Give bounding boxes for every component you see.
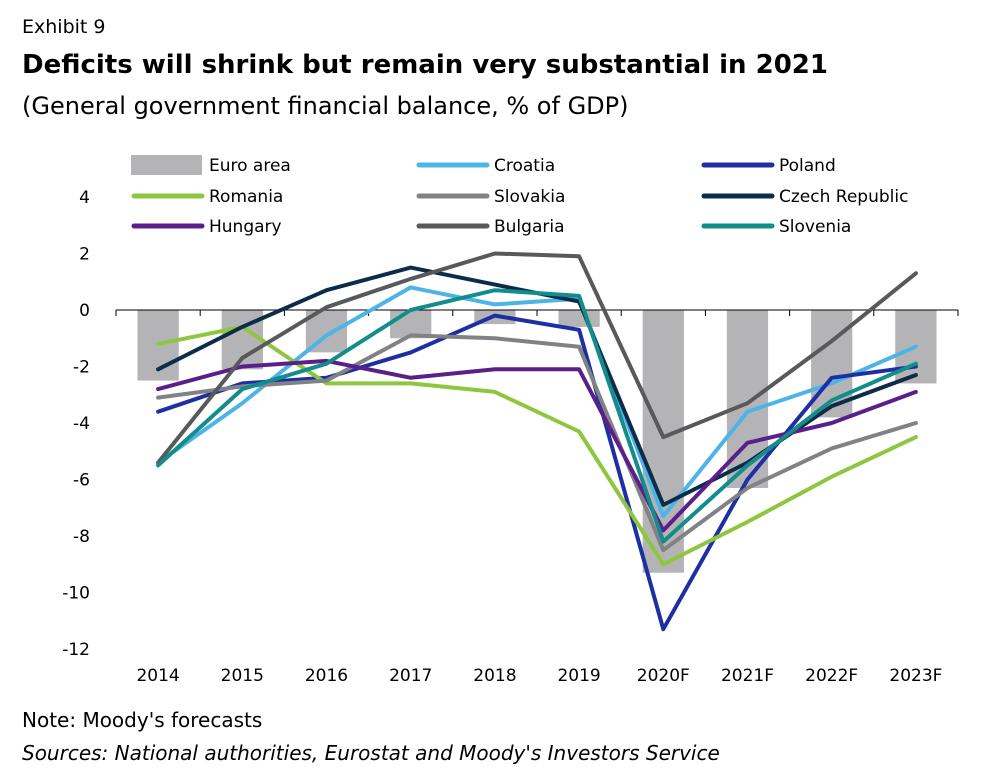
- legend-label: Poland: [779, 156, 836, 176]
- y-tick-label: -8: [73, 527, 90, 547]
- chart-area: Euro area Croatia Poland Romania Slovakia Cze…: [62, 155, 959, 686]
- note-text: Note: Moody's forecasts: [22, 708, 263, 732]
- x-tick-label: 2014: [136, 666, 179, 686]
- legend-item-czech-republic: Czech Republic: [701, 187, 908, 207]
- line-romania: [156, 324, 918, 567]
- legend-item-euro-area: Euro area: [131, 155, 291, 176]
- legend-label: Bulgaria: [494, 217, 565, 237]
- legend-label: Slovakia: [494, 187, 565, 207]
- y-tick-label: -10: [62, 584, 90, 604]
- y-tick-label: -4: [73, 414, 90, 434]
- legend-label: Euro area: [209, 156, 291, 176]
- legend-label: Romania: [209, 187, 283, 207]
- legend-item-slovakia: Slovakia: [416, 187, 565, 207]
- y-tick-label: -12: [62, 640, 90, 660]
- legend-label: Hungary: [209, 217, 282, 237]
- exhibit-label: Exhibit 9: [22, 16, 106, 38]
- legend-label: Slovenia: [779, 217, 851, 237]
- y-tick-label: -6: [73, 471, 90, 491]
- line-poland: [156, 313, 918, 632]
- x-tick-label: 2016: [305, 666, 348, 686]
- line-slovenia: [156, 288, 918, 544]
- legend-label: Czech Republic: [779, 187, 908, 207]
- chart-subtitle: (General government financial balance, %…: [22, 92, 629, 120]
- y-tick-label: 4: [79, 188, 90, 208]
- legend-item-slovenia: Slovenia: [701, 217, 851, 237]
- zero-axis: [115, 309, 959, 316]
- line-series-group: [156, 251, 918, 632]
- x-tick-label: 2020F: [637, 666, 690, 686]
- legend-item-croatia: Croatia: [416, 156, 555, 176]
- legend-item-hungary: Hungary: [131, 217, 282, 237]
- y-tick-label: 0: [79, 301, 90, 321]
- sources-text: Sources: National authorities, Eurostat …: [22, 741, 720, 765]
- legend-item-bulgaria: Bulgaria: [416, 217, 565, 237]
- x-tick-label: 2017: [389, 666, 432, 686]
- legend-swatch: [131, 155, 202, 175]
- y-tick-label: 2: [79, 245, 90, 265]
- x-axis: 2014 2015 2016 2017 2018 2019 2020F 2021F 2022F 2…: [136, 666, 942, 686]
- x-tick-label: 2018: [473, 666, 516, 686]
- bar-euro-area-2020f: [642, 310, 684, 573]
- line-croatia: [156, 285, 918, 519]
- legend-item-romania: Romania: [131, 187, 283, 207]
- bar-euro-area-2019: [558, 310, 600, 327]
- legend-label: Croatia: [494, 156, 555, 176]
- legend-item-poland: Poland: [701, 156, 836, 176]
- line-slovakia: [156, 333, 918, 553]
- x-tick-label: 2022F: [805, 666, 858, 686]
- y-tick-label: -2: [73, 358, 90, 378]
- x-tick-label: 2021F: [721, 666, 774, 686]
- chart-title: Deficits will shrink but remain very sub…: [22, 50, 828, 80]
- line-hungary: [156, 358, 918, 533]
- x-tick-label: 2015: [221, 666, 264, 686]
- line-bulgaria: [156, 251, 918, 465]
- legend: Euro area Croatia Poland Romania Slovakia Cze…: [131, 155, 908, 237]
- x-tick-label: 2023F: [889, 666, 942, 686]
- y-axis: 4 2 0 -2 -4 -6 -8 -10 -12: [62, 188, 90, 660]
- x-tick-label: 2019: [557, 666, 600, 686]
